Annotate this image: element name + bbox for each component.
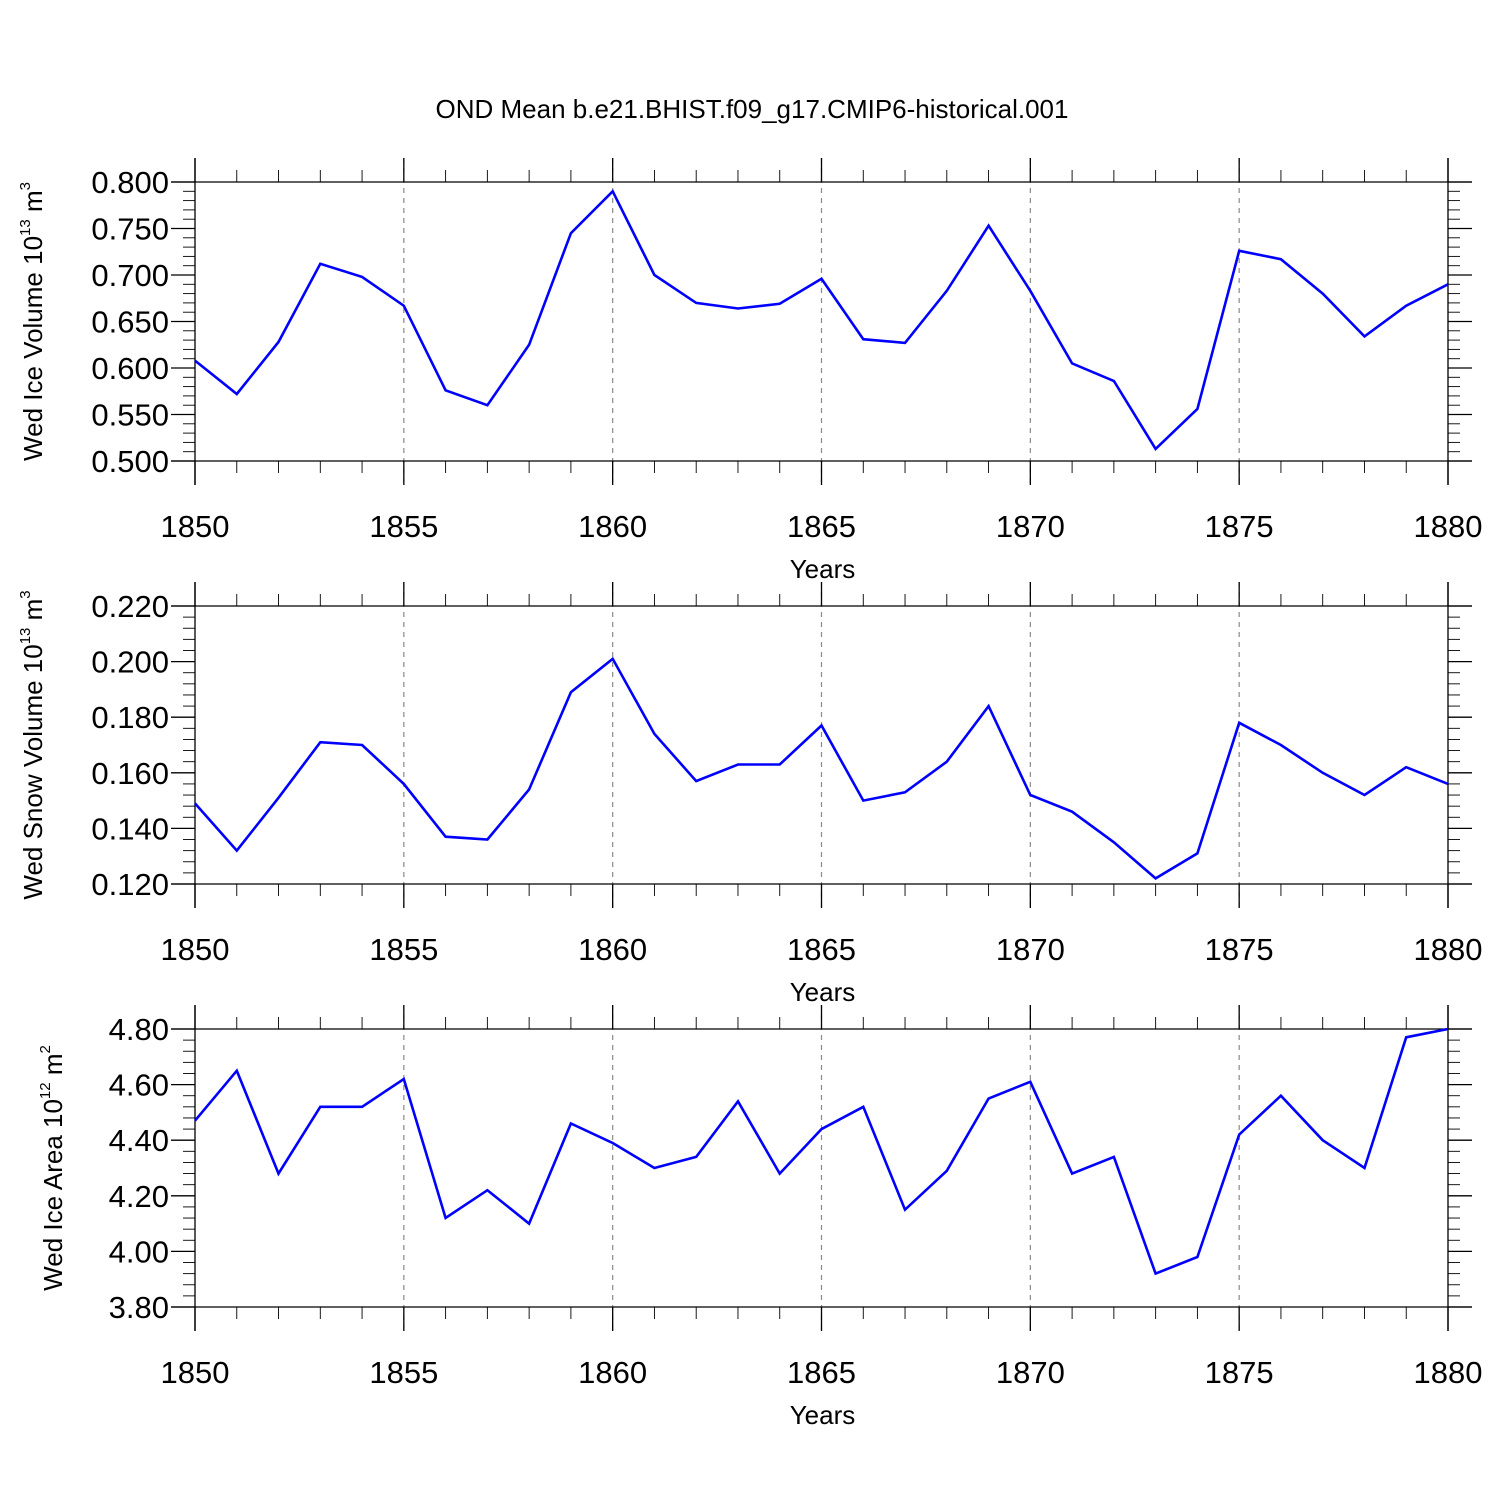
figure-title: OND Mean b.e21.BHIST.f09_g17.CMIP6-histo… <box>436 94 1069 124</box>
xtick-label: 1865 <box>787 932 856 967</box>
ytick-label: 0.800 <box>91 165 169 200</box>
ytick-label: 0.120 <box>91 867 169 902</box>
xtick-label: 1870 <box>996 1355 1065 1390</box>
xtick-label: 1870 <box>996 932 1065 967</box>
ytick-label: 0.750 <box>91 212 169 247</box>
xtick-label: 1855 <box>369 1355 438 1390</box>
ytick-label: 0.140 <box>91 811 169 846</box>
ytick-label: 0.550 <box>91 398 169 433</box>
xtick-label: 1855 <box>369 932 438 967</box>
ytick-label: 4.80 <box>109 1012 169 1047</box>
ytick-label: 0.220 <box>91 589 169 624</box>
y-axis-title: Wed Ice Volume 1013 m3 <box>17 182 48 461</box>
series-line-1 <box>194 189 1449 451</box>
ytick-label: 0.650 <box>91 305 169 340</box>
ytick-label: 0.500 <box>91 444 169 479</box>
ytick-label: 4.60 <box>109 1068 169 1103</box>
xtick-label: 1875 <box>1205 1355 1274 1390</box>
panel-2: 0.120 0.140 0.160 0.180 0.200 0.220 1850 1855 18… <box>17 582 1482 1007</box>
xtick-label: 1875 <box>1205 932 1274 967</box>
xtick-label: 1850 <box>161 932 230 967</box>
ytick-label: 0.200 <box>91 645 169 680</box>
xtick-label: 1865 <box>787 1355 856 1390</box>
x-axis-title: Years <box>790 977 856 1007</box>
ytick-label: 4.40 <box>109 1123 169 1158</box>
xtick-label: 1875 <box>1205 509 1274 544</box>
panel-3: 3.80 4.00 4.20 4.40 4.60 4.80 1850 1855 1860 1865… <box>37 1005 1482 1430</box>
panels: 0.500 0.550 0.600 0.650 0.700 0.750 0.800 1850 1… <box>17 158 1482 1430</box>
xtick-label: 1850 <box>161 1355 230 1390</box>
xtick-label: 1880 <box>1414 1355 1483 1390</box>
ytick-label: 4.20 <box>109 1179 169 1214</box>
xtick-label: 1880 <box>1414 932 1483 967</box>
xtick-label: 1860 <box>578 932 647 967</box>
panel-1: 0.500 0.550 0.600 0.650 0.700 0.750 0.800 1850 1… <box>17 158 1482 584</box>
xtick-label: 1865 <box>787 509 856 544</box>
x-axis-title: Years <box>790 554 856 584</box>
xtick-label: 1860 <box>578 1355 647 1390</box>
ytick-label: 0.180 <box>91 700 169 735</box>
xtick-label: 1860 <box>578 509 647 544</box>
xtick-label: 1880 <box>1414 509 1483 544</box>
series-line-1 <box>194 656 1449 880</box>
series-line-1 <box>194 1027 1449 1276</box>
ytick-label: 0.600 <box>91 351 169 386</box>
y-axis-title: Wed Ice Area 1012 m2 <box>37 1045 68 1291</box>
xtick-label: 1870 <box>996 509 1065 544</box>
ytick-label: 0.700 <box>91 258 169 293</box>
y-axis-title: Wed Snow Volume 1013 m3 <box>17 590 48 899</box>
x-axis-title: Years <box>790 1400 856 1430</box>
ytick-label: 0.160 <box>91 756 169 791</box>
ytick-label: 3.80 <box>109 1290 169 1325</box>
xtick-label: 1850 <box>161 509 230 544</box>
xtick-label: 1855 <box>369 509 438 544</box>
ytick-label: 4.00 <box>109 1234 169 1269</box>
